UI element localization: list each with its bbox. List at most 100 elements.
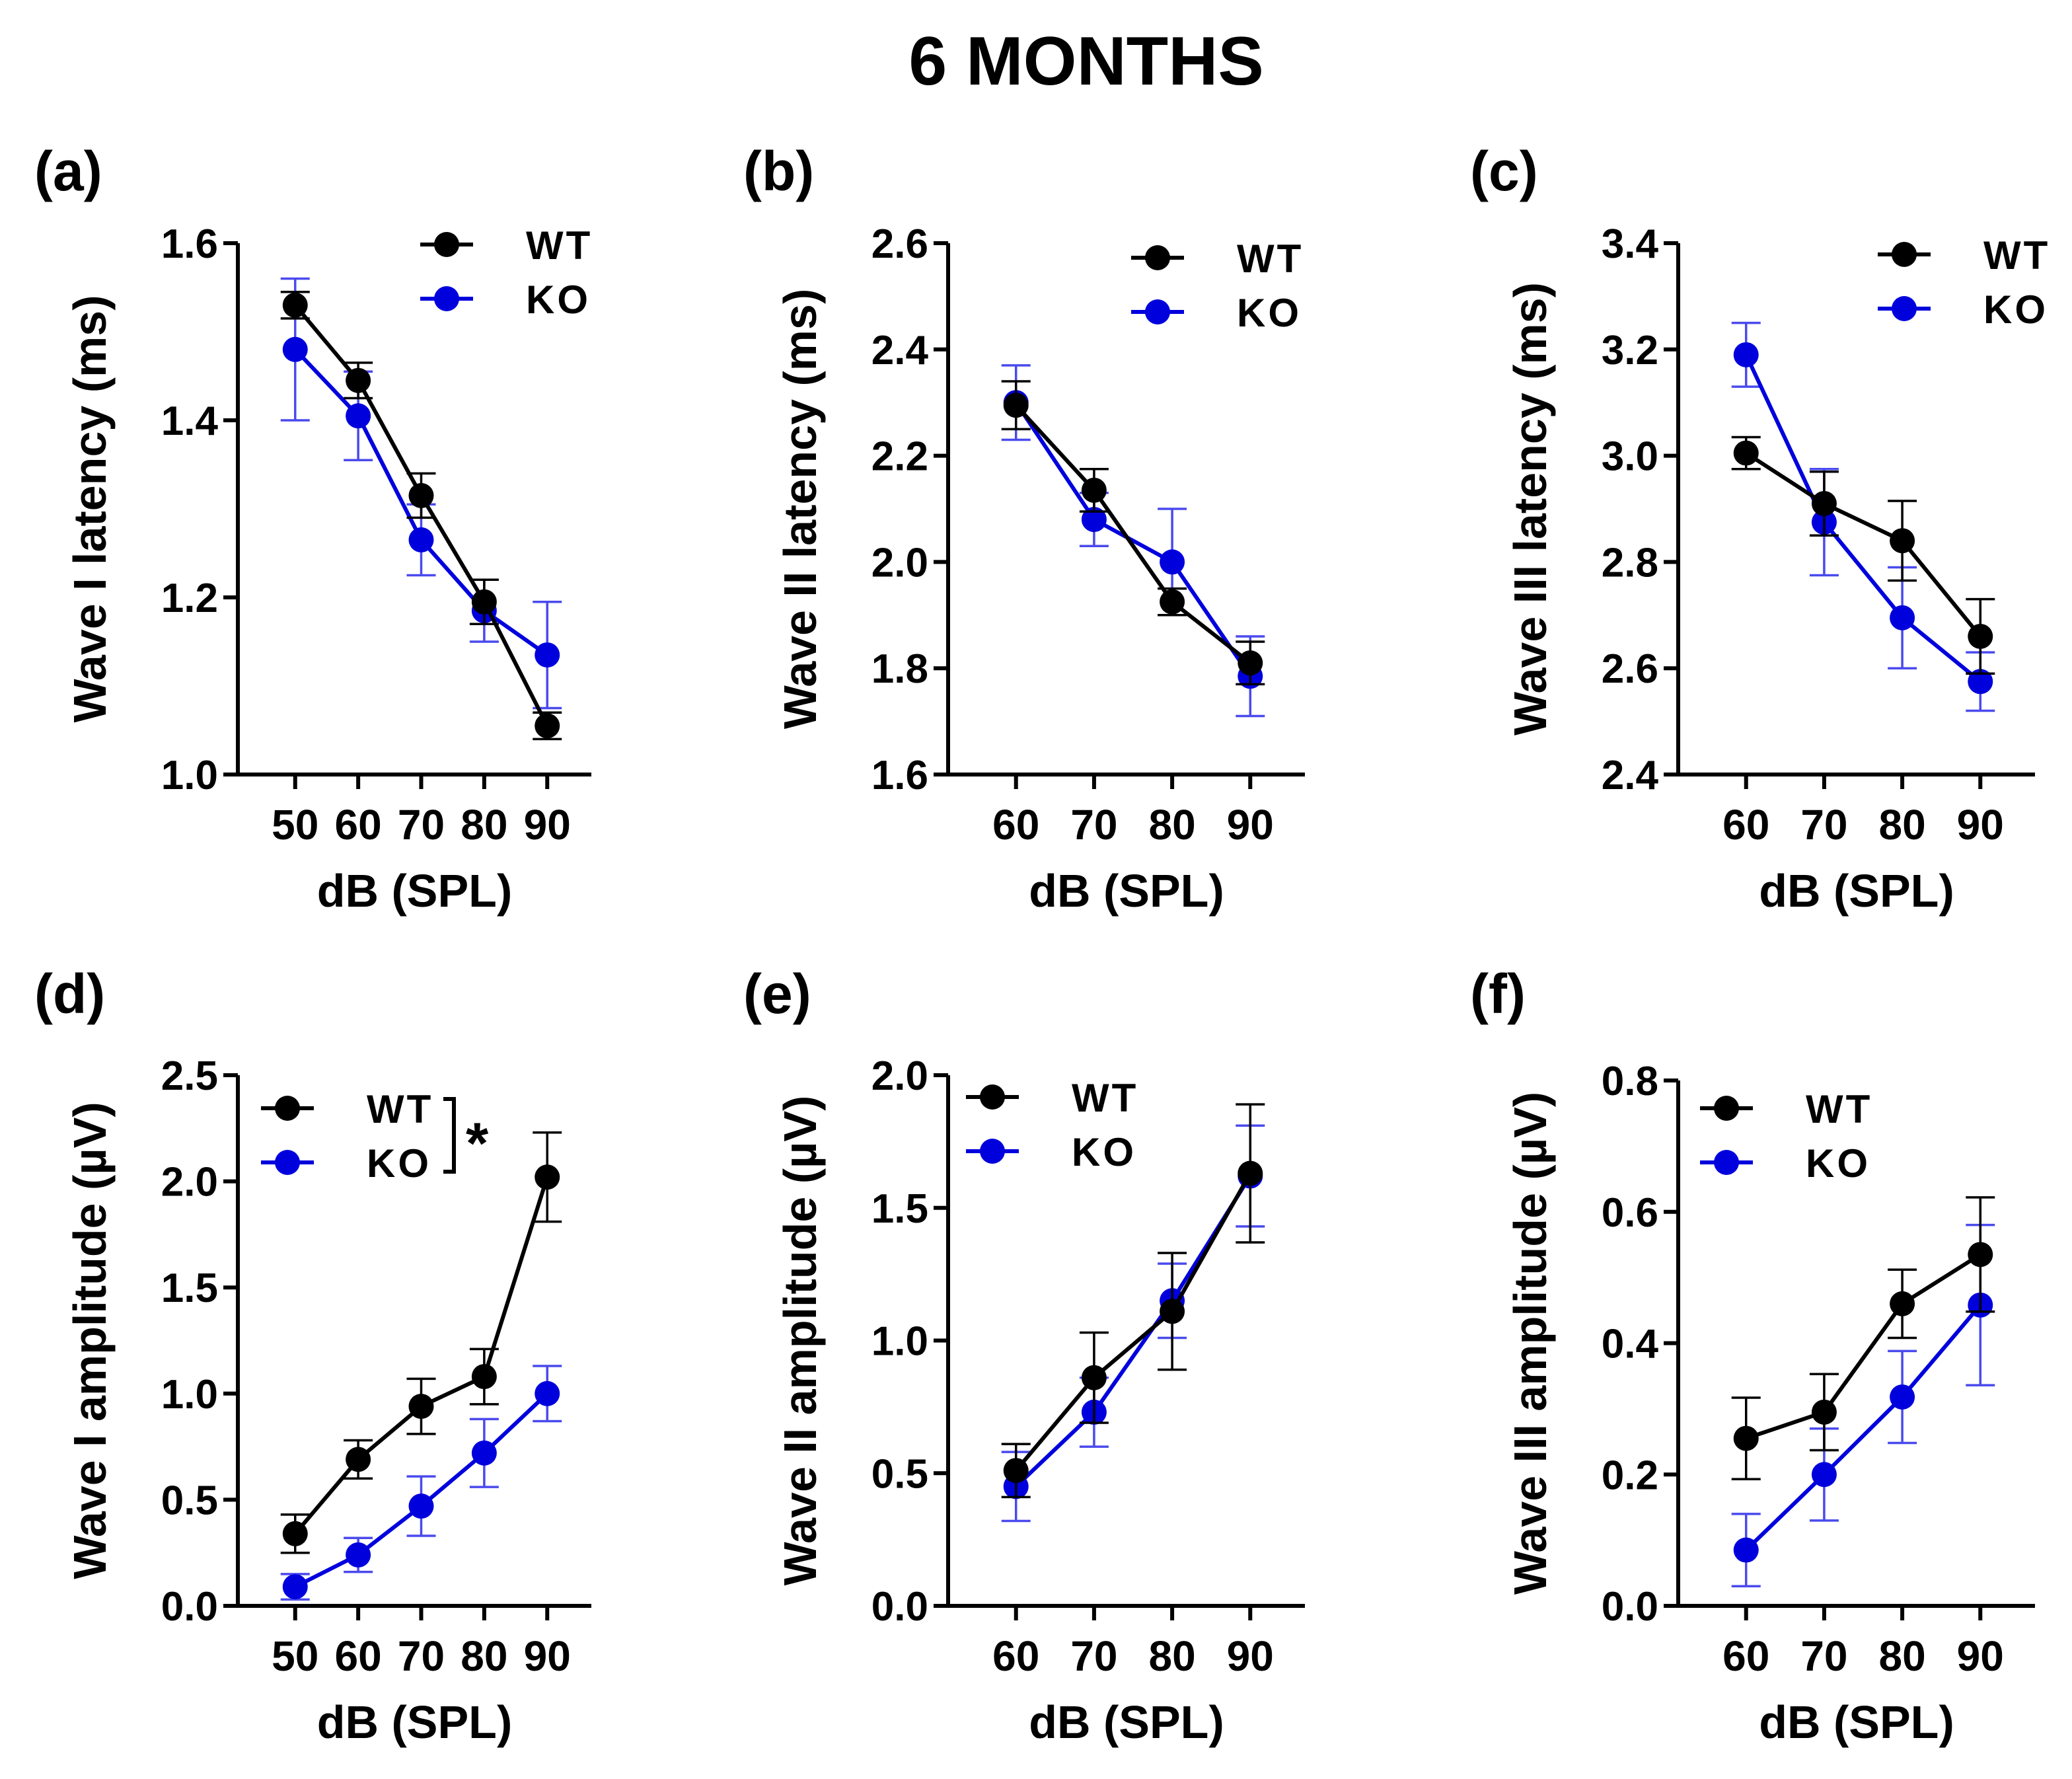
y-tick-label: 3.4 (1602, 221, 1659, 267)
y-tick-label: 1.4 (161, 398, 219, 444)
x-tick-label: 50 (272, 1632, 318, 1680)
data-point (282, 336, 308, 362)
y-tick-label: 3.0 (1602, 434, 1658, 480)
series-line (1014, 1174, 1252, 1488)
x-tick-label: 80 (461, 1632, 507, 1680)
legend-label: KO (1072, 1130, 1136, 1174)
y-tick-label: 2.4 (1602, 753, 1659, 798)
x-tick-label: 80 (1878, 1632, 1925, 1680)
x-tick-label: 60 (335, 801, 382, 849)
y-tick-label: 0.5 (871, 1451, 928, 1497)
legend-label: WT (367, 1087, 433, 1131)
data-point (1238, 1160, 1263, 1186)
legend: WT KO (1878, 233, 2050, 332)
legend-label: KO (526, 278, 591, 322)
panel-label: (d) (34, 963, 105, 1025)
legend-marker (434, 286, 459, 311)
x-axis-label: dB (SPL) (1029, 1696, 1224, 1748)
series-line (1744, 354, 1982, 683)
data-point (1160, 589, 1185, 615)
series-wt (280, 290, 562, 741)
legend: WT KO (420, 223, 593, 322)
series-wt (1001, 1103, 1265, 1499)
data-point (408, 1394, 434, 1419)
x-axis-label: dB (SPL) (317, 1696, 513, 1748)
data-point (1733, 1537, 1759, 1563)
data-point (1733, 1425, 1759, 1451)
y-axis-label: Wave III latency (ms) (1504, 282, 1556, 736)
data-point (1081, 507, 1107, 533)
data-point (535, 713, 560, 739)
series-wt (1731, 1196, 1995, 1480)
legend-marker (434, 232, 459, 257)
y-tick-label: 2.4 (871, 328, 929, 373)
series-line (1744, 1303, 1982, 1552)
y-axis-label: Wave II latency (ms) (774, 289, 826, 730)
y-axis-label: Wave II amplitude (µV) (774, 1096, 826, 1586)
legend: WT KO (1131, 237, 1302, 335)
x-tick-label: 90 (1227, 801, 1274, 849)
legend-label: KO (1806, 1141, 1870, 1186)
y-axis-label: Wave I amplitude (µV) (64, 1102, 116, 1579)
data-point (408, 1494, 434, 1519)
data-point (1003, 1458, 1029, 1484)
significance-bracket (443, 1097, 456, 1174)
legend-label: KO (1983, 287, 2048, 332)
legend-label: KO (1237, 291, 1302, 335)
data-point (282, 292, 308, 318)
series-line (1014, 401, 1252, 677)
x-tick-label: 70 (1070, 1632, 1117, 1680)
panel-label: (a) (34, 140, 102, 202)
data-point (346, 1447, 371, 1472)
y-tick-label: 0.0 (1602, 1584, 1658, 1630)
data-point (346, 403, 371, 429)
legend-marker (1714, 1150, 1739, 1175)
legend-label: WT (1983, 233, 2050, 278)
x-tick-label: 90 (1957, 801, 2004, 849)
data-point (1968, 623, 1993, 649)
x-tick-label: 70 (1800, 801, 1847, 849)
data-point (535, 642, 560, 668)
series-ko (1001, 1124, 1265, 1523)
data-point (1003, 393, 1029, 418)
y-tick-label: 1.8 (871, 646, 928, 692)
data-point (1968, 1242, 1993, 1268)
y-tick-label: 0.5 (161, 1478, 218, 1523)
data-point (1811, 1462, 1837, 1488)
legend-marker (1145, 299, 1170, 324)
y-tick-label: 1.5 (161, 1266, 218, 1311)
x-tick-label: 50 (272, 801, 318, 849)
data-point (471, 1364, 497, 1390)
y-tick-label: 2.6 (1602, 646, 1658, 692)
data-point (1890, 1291, 1915, 1316)
legend: WT KO (966, 1076, 1136, 1174)
y-tick-label: 0.0 (871, 1584, 928, 1630)
legend: WT KO (1700, 1087, 1870, 1186)
series-wt (280, 1131, 562, 1554)
series-wt (1731, 435, 1995, 675)
legend-label: WT (526, 223, 593, 268)
data-point (1160, 1299, 1185, 1324)
data-point (1890, 528, 1915, 554)
legend-marker (275, 1096, 300, 1121)
data-point (1890, 605, 1915, 630)
series-line (1014, 404, 1252, 665)
series-ko (280, 1365, 562, 1601)
x-tick-label: 70 (398, 801, 445, 849)
data-point (1811, 490, 1837, 516)
legend: WT KO * (261, 1087, 489, 1186)
panel-label: (f) (1470, 963, 1526, 1025)
data-point (408, 482, 434, 508)
y-tick-label: 0.2 (1602, 1453, 1658, 1498)
x-tick-label: 60 (1722, 801, 1769, 849)
y-axis-label: Wave III amplitude (µV) (1504, 1092, 1556, 1595)
data-point (282, 1521, 308, 1546)
x-tick-label: 80 (1148, 1632, 1195, 1680)
figure-title: 6 MONTHS (908, 23, 1263, 100)
x-tick-label: 70 (1070, 801, 1117, 849)
data-point (346, 367, 371, 393)
